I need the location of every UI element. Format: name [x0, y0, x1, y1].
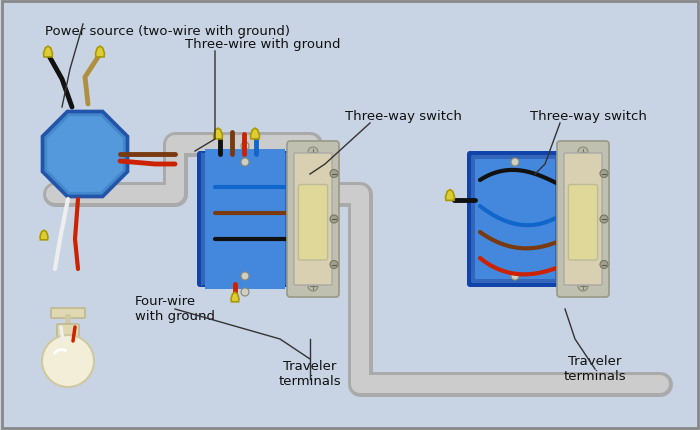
- Circle shape: [241, 289, 249, 296]
- FancyBboxPatch shape: [201, 156, 289, 283]
- FancyBboxPatch shape: [475, 160, 555, 280]
- Circle shape: [241, 143, 249, 150]
- Polygon shape: [43, 47, 52, 58]
- Circle shape: [42, 335, 94, 387]
- FancyBboxPatch shape: [294, 154, 332, 286]
- Polygon shape: [40, 230, 48, 240]
- Text: Three-way switch: Three-way switch: [530, 110, 647, 123]
- Polygon shape: [41, 111, 130, 199]
- Circle shape: [600, 170, 608, 178]
- Text: Four-wire
with ground: Four-wire with ground: [135, 294, 215, 322]
- FancyBboxPatch shape: [201, 152, 289, 287]
- Text: Traveler
terminals: Traveler terminals: [564, 354, 626, 382]
- FancyBboxPatch shape: [467, 152, 563, 287]
- Text: Three-way switch: Three-way switch: [345, 110, 462, 123]
- Circle shape: [511, 272, 519, 280]
- FancyBboxPatch shape: [205, 149, 285, 290]
- FancyBboxPatch shape: [205, 160, 285, 280]
- Polygon shape: [445, 190, 454, 201]
- Polygon shape: [47, 117, 123, 193]
- Circle shape: [330, 170, 338, 178]
- Circle shape: [330, 261, 338, 269]
- Circle shape: [600, 261, 608, 269]
- FancyBboxPatch shape: [287, 141, 339, 297]
- Polygon shape: [231, 292, 239, 302]
- Polygon shape: [214, 129, 223, 140]
- FancyBboxPatch shape: [557, 141, 609, 297]
- FancyBboxPatch shape: [197, 152, 293, 287]
- Circle shape: [600, 215, 608, 224]
- Text: Traveler
terminals: Traveler terminals: [279, 359, 342, 387]
- Text: Three-wire with ground: Three-wire with ground: [185, 38, 340, 51]
- Circle shape: [330, 215, 338, 224]
- Circle shape: [511, 159, 519, 166]
- Polygon shape: [251, 129, 260, 140]
- Circle shape: [308, 281, 318, 291]
- Circle shape: [241, 272, 249, 280]
- FancyBboxPatch shape: [197, 155, 293, 284]
- Circle shape: [578, 147, 588, 158]
- FancyBboxPatch shape: [57, 324, 79, 342]
- Circle shape: [578, 281, 588, 291]
- FancyBboxPatch shape: [51, 308, 85, 318]
- Circle shape: [308, 147, 318, 158]
- FancyBboxPatch shape: [471, 156, 559, 283]
- Polygon shape: [95, 47, 104, 58]
- FancyBboxPatch shape: [298, 185, 328, 261]
- Polygon shape: [44, 114, 126, 195]
- FancyBboxPatch shape: [564, 154, 602, 286]
- Text: Power source (two-wire with ground): Power source (two-wire with ground): [45, 25, 290, 38]
- FancyBboxPatch shape: [568, 185, 598, 261]
- Circle shape: [241, 159, 249, 166]
